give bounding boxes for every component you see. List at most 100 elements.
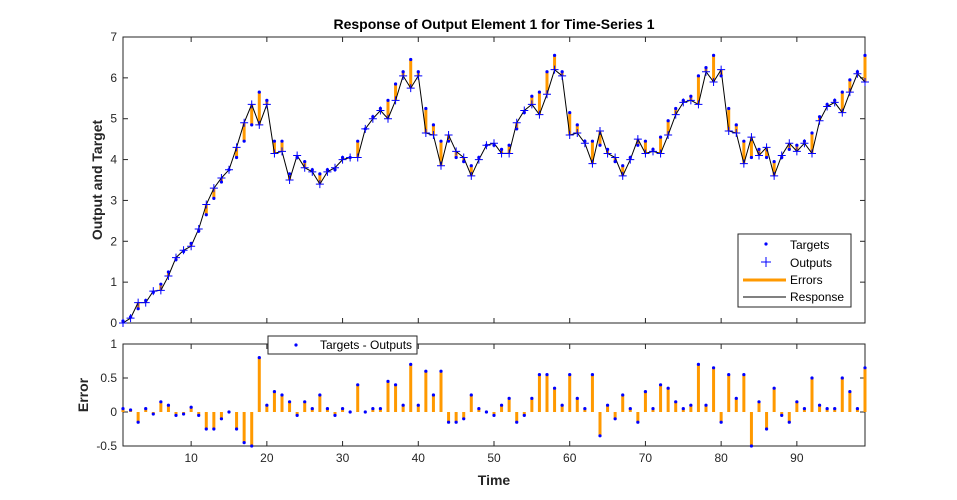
output-point xyxy=(512,118,521,127)
legend-outputs-marker xyxy=(761,257,771,267)
x-tick-label: 20 xyxy=(260,451,274,465)
error-point xyxy=(136,420,140,424)
target-point xyxy=(159,282,163,286)
output-point xyxy=(202,200,211,209)
legend-outputs-label: Outputs xyxy=(790,256,832,270)
target-point xyxy=(121,319,125,323)
output-point xyxy=(247,100,256,109)
x-tick-label: 80 xyxy=(714,451,728,465)
error-legend-label: Targets - Outputs xyxy=(320,338,412,352)
target-point xyxy=(265,98,269,102)
y-tick-label: 5 xyxy=(110,112,117,126)
error-point xyxy=(121,407,125,411)
legend-errors-label: Errors xyxy=(790,273,823,287)
target-point xyxy=(189,241,193,245)
output-point xyxy=(717,65,726,74)
output-point xyxy=(527,100,536,109)
output-point xyxy=(467,171,476,180)
target-point xyxy=(250,123,254,127)
target-point xyxy=(174,258,178,262)
x-tick-label: 60 xyxy=(563,451,577,465)
error-point xyxy=(848,390,852,394)
error-point xyxy=(530,396,534,400)
error-point xyxy=(515,420,519,424)
target-point xyxy=(287,172,292,176)
output-point xyxy=(747,133,756,142)
target-point xyxy=(825,102,829,107)
error-point xyxy=(265,403,269,407)
target-point xyxy=(257,90,261,94)
error-point xyxy=(696,362,701,366)
target-point xyxy=(431,123,436,127)
error-point xyxy=(386,379,390,383)
error-point xyxy=(749,444,754,448)
x-tick-label: 70 xyxy=(639,451,653,465)
target-point xyxy=(833,98,837,102)
error-point xyxy=(159,400,163,404)
output-point xyxy=(285,176,294,184)
target-point xyxy=(416,70,420,74)
output-point xyxy=(565,131,574,140)
target-point xyxy=(795,143,799,147)
target-point xyxy=(333,168,337,172)
bottom-plot: Error Time -0.500.51 10 20 30 40 50 60 70 80 90 … xyxy=(75,335,867,488)
target-point xyxy=(772,160,776,164)
legend-targets-label: Targets xyxy=(790,238,829,252)
output-point xyxy=(300,163,309,172)
output-point xyxy=(596,126,604,135)
target-point xyxy=(181,249,186,254)
target-point xyxy=(613,160,617,164)
target-point xyxy=(166,270,171,274)
target-point xyxy=(469,164,473,168)
output-point xyxy=(762,143,771,152)
target-point xyxy=(295,155,299,160)
output-point xyxy=(270,149,279,158)
target-point xyxy=(318,172,322,176)
x-tick-label: 90 xyxy=(790,451,804,465)
error-point xyxy=(727,373,731,377)
output-point xyxy=(391,96,400,105)
target-point xyxy=(742,139,746,143)
x-tick-labels: 10 20 30 40 50 60 70 80 90 xyxy=(184,344,804,465)
target-point xyxy=(499,147,504,151)
target-point xyxy=(386,98,390,102)
error-point xyxy=(325,407,330,411)
error-point xyxy=(295,413,299,417)
error-point xyxy=(181,412,186,416)
target-point xyxy=(568,110,572,115)
error-point xyxy=(363,410,367,414)
output-point xyxy=(209,184,218,193)
target-point xyxy=(734,123,738,127)
top-plot: Response of Output Element 1 for Time-Se… xyxy=(89,16,869,330)
error-point xyxy=(371,407,375,411)
target-point xyxy=(605,147,610,151)
target-point xyxy=(227,168,231,172)
output-point xyxy=(406,84,415,93)
target-point xyxy=(356,139,360,143)
error-point xyxy=(477,407,481,411)
error-point xyxy=(742,373,746,377)
error-point xyxy=(416,403,420,407)
target-point xyxy=(492,143,496,147)
y-tick-label: 4 xyxy=(110,153,117,167)
error-point xyxy=(257,356,261,360)
error-point xyxy=(166,403,171,407)
error-y-tick-label: 0 xyxy=(110,405,117,419)
error-point xyxy=(318,393,322,397)
target-point xyxy=(439,139,443,143)
error-y-tick-labels: -0.5 0 0.5 1 xyxy=(96,337,865,453)
output-point xyxy=(838,108,847,117)
target-point xyxy=(704,66,708,70)
target-point xyxy=(446,139,451,143)
legend-box xyxy=(737,233,852,308)
error-point xyxy=(151,412,155,416)
target-point xyxy=(378,106,383,111)
output-point xyxy=(278,147,286,156)
target-point xyxy=(583,139,587,143)
error-series xyxy=(121,356,867,448)
error-point xyxy=(409,362,413,366)
error-legend-box xyxy=(267,335,418,355)
output-point xyxy=(755,151,763,160)
error-axis-label: Error xyxy=(75,377,91,412)
